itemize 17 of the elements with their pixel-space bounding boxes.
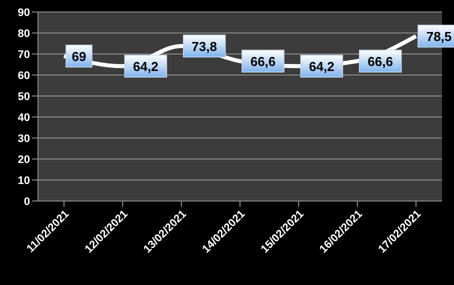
data-label: 73,8 [192,39,217,54]
y-tick-label: 20 [18,154,30,166]
y-tick-label: 70 [18,48,30,61]
y-tick-label: 10 [18,174,30,187]
y-tick-label: 90 [18,6,30,19]
data-label: 66,6 [368,54,393,70]
y-tick-label: 80 [18,28,30,40]
y-tick-label: 30 [18,132,30,145]
y-tick-label: 0 [24,196,30,208]
data-label: 69 [72,49,86,64]
data-label: 64,2 [133,59,158,74]
data-label: 66,6 [250,54,276,70]
data-label: 78,5 [426,29,452,44]
y-tick-label: 60 [18,70,30,82]
y-tick-label: 40 [18,112,30,124]
y-tick-label: 50 [18,90,30,103]
data-label: 64,2 [309,59,334,74]
